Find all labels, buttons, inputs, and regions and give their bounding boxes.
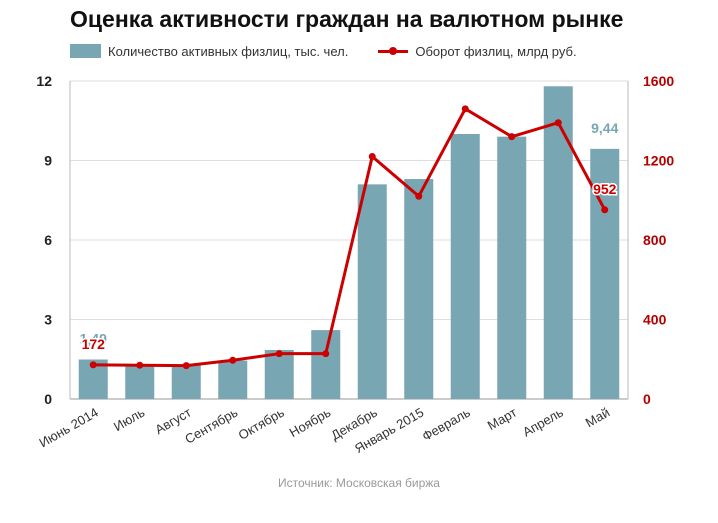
line-point bbox=[136, 361, 144, 369]
bar bbox=[171, 364, 201, 399]
x-tick-label: Март bbox=[485, 405, 519, 434]
bar bbox=[264, 349, 294, 399]
bar bbox=[218, 360, 248, 399]
legend-swatch-line bbox=[378, 44, 409, 58]
legend-swatch-bars bbox=[70, 44, 101, 58]
line-point bbox=[368, 153, 376, 161]
line-point bbox=[554, 119, 562, 127]
x-tick-label: Июль bbox=[111, 404, 147, 434]
line-series bbox=[93, 107, 607, 368]
line-point bbox=[229, 356, 237, 364]
legend-item-line: Оборот физлиц, млрд руб. bbox=[378, 43, 577, 59]
x-tick-label: Май bbox=[583, 405, 613, 431]
line-point bbox=[508, 133, 516, 141]
bar bbox=[311, 330, 341, 399]
line-point bbox=[182, 362, 190, 370]
line-point bbox=[461, 105, 469, 113]
line-point bbox=[89, 361, 97, 369]
line-point bbox=[275, 350, 283, 358]
legend-label-bars: Количество активных физлиц, тыс. чел. bbox=[108, 43, 349, 59]
line-data-label: 952 bbox=[593, 181, 617, 197]
bar bbox=[497, 136, 527, 399]
y-left-tick-label: 6 bbox=[44, 232, 52, 248]
x-tick-label: Сентябрь bbox=[182, 404, 240, 446]
bar bbox=[450, 134, 480, 399]
x-tick-label: Апрель bbox=[520, 405, 566, 440]
x-tick-label: Февраль bbox=[419, 404, 472, 444]
line-point bbox=[415, 192, 423, 200]
y-left-tick-label: 9 bbox=[44, 153, 52, 169]
y-right-tick-label: 1200 bbox=[643, 153, 674, 169]
x-tick-label: Ноябрь bbox=[287, 404, 334, 440]
x-tick-label: Октябрь bbox=[236, 404, 287, 442]
y-right-tick-label: 0 bbox=[643, 391, 651, 407]
y-right-tick-label: 400 bbox=[643, 312, 667, 328]
y-left-tick-label: 0 bbox=[44, 391, 52, 407]
chart-source: Источник: Московская биржа bbox=[278, 476, 440, 490]
line-point bbox=[322, 350, 330, 358]
bar bbox=[125, 364, 155, 399]
bar bbox=[543, 86, 573, 400]
y-right-tick-label: 800 bbox=[643, 232, 667, 248]
chart-title: Оценка активности граждан на валютном ры… bbox=[70, 6, 624, 32]
legend-item-bars: Количество активных физлиц, тыс. чел. bbox=[70, 44, 348, 59]
bar bbox=[404, 179, 434, 399]
x-tick-label: Июнь 2014 bbox=[36, 405, 100, 451]
y-left-tick-label: 3 bbox=[44, 312, 52, 328]
y-left-tick-label: 12 bbox=[36, 73, 52, 89]
bar-data-label: 9,44 bbox=[591, 120, 618, 136]
bar bbox=[357, 184, 387, 399]
y-right-tick-label: 1600 bbox=[643, 73, 674, 89]
legend-label-line: Оборот физлиц, млрд руб. bbox=[415, 43, 577, 59]
line-point bbox=[601, 206, 609, 214]
chart-legend: Количество активных физлиц, тыс. чел. Об… bbox=[70, 40, 607, 62]
line-data-label: 172 bbox=[82, 336, 106, 352]
bar-data-label: 1,49 bbox=[80, 331, 107, 347]
